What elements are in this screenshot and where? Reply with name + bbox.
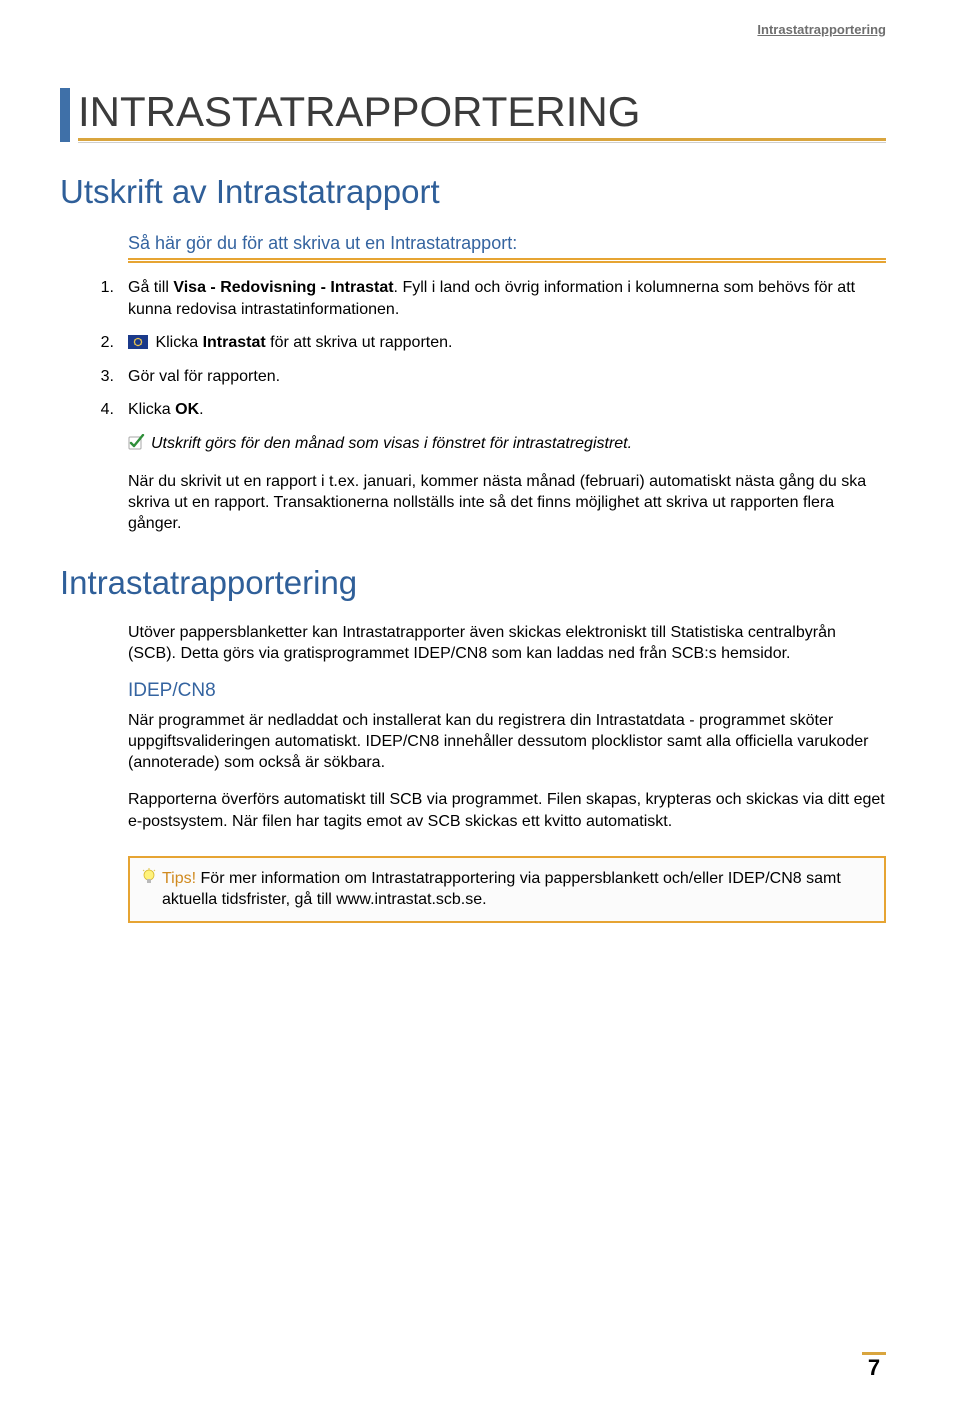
title-accent-bar xyxy=(60,88,70,142)
step-body: Gå till Visa - Redovisning - Intrastat. … xyxy=(128,277,886,320)
section-heading-utskrift: Utskrift av Intrastatrapport xyxy=(60,173,886,211)
step-body: Gör val för rapporten. xyxy=(128,366,886,388)
paragraph: Rapporterna överförs automatiskt till SC… xyxy=(128,789,886,831)
paragraph: När du skrivit ut en rapport i t.ex. jan… xyxy=(128,471,886,534)
step-text: Klicka xyxy=(151,334,203,351)
page-title: INTRASTATRAPPORTERING xyxy=(78,88,886,136)
subheading-idep: IDEP/CN8 xyxy=(128,680,886,702)
page-number: 7 xyxy=(862,1352,886,1381)
note-block: Utskrift görs för den månad som visas i … xyxy=(128,433,886,455)
note-text: Utskrift görs för den månad som visas i … xyxy=(151,433,632,455)
step-body: Klicka OK. xyxy=(128,399,886,421)
step-number: 3. xyxy=(90,366,114,388)
step-bold: Intrastat xyxy=(203,334,266,351)
tip-label: Tips! xyxy=(162,870,196,887)
check-icon xyxy=(128,434,145,451)
step-text: Gå till xyxy=(128,279,173,296)
steps-list: 1. Gå till Visa - Redovisning - Intrasta… xyxy=(128,277,886,421)
section-heading-rapportering: Intrastatrapportering xyxy=(60,564,886,602)
step-bold: Visa - Redovisning - Intrastat xyxy=(173,279,393,296)
step-number: 2. xyxy=(90,332,114,354)
step-bold: OK xyxy=(175,401,199,418)
tip-content: Tips! För mer information om Intrastatra… xyxy=(162,868,872,911)
paragraph: Utöver pappersblanketter kan Intrastatra… xyxy=(128,622,886,664)
double-rule xyxy=(128,258,886,263)
tip-box: Tips! För mer information om Intrastatra… xyxy=(128,856,886,923)
step-number: 1. xyxy=(90,277,114,320)
step-3: 3. Gör val för rapporten. xyxy=(128,366,886,388)
title-rule-gray xyxy=(78,142,886,143)
paragraph: När programmet är nedladdat och installe… xyxy=(128,710,886,773)
step-4: 4. Klicka OK. xyxy=(128,399,886,421)
step-text: för att skriva ut rapporten. xyxy=(266,334,453,351)
step-body: Klicka Intrastat för att skriva ut rappo… xyxy=(128,332,886,354)
intrastat-toolbar-icon xyxy=(128,334,148,348)
lightbulb-icon xyxy=(142,868,156,888)
intro-text: Så här gör du för att skriva ut en Intra… xyxy=(128,233,886,254)
title-rule xyxy=(78,138,886,141)
step-text: . xyxy=(199,401,203,418)
tip-text: För mer information om Intrastatrapporte… xyxy=(162,870,841,909)
step-text: Klicka xyxy=(128,401,175,418)
header-breadcrumb-link[interactable]: Intrastatrapportering xyxy=(757,22,886,37)
step-number: 4. xyxy=(90,399,114,421)
step-2: 2. Klicka Intrastat för att skriva ut ra… xyxy=(128,332,886,354)
step-1: 1. Gå till Visa - Redovisning - Intrasta… xyxy=(128,277,886,320)
